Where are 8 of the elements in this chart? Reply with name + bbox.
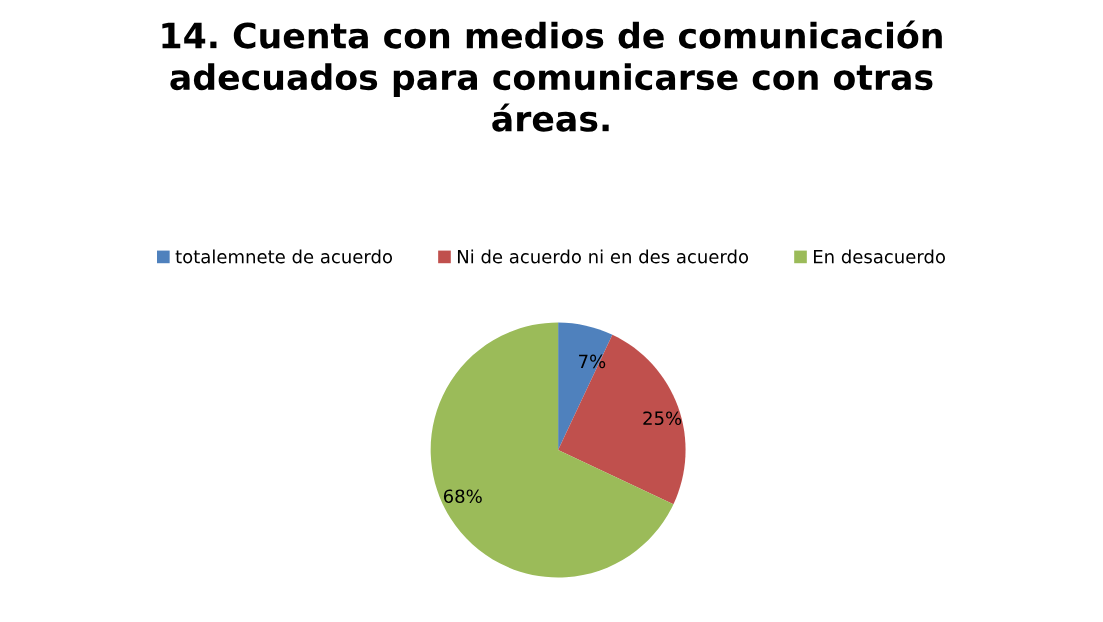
pie-slice — [558, 322, 613, 451]
pie-slice — [558, 334, 686, 505]
data-label: 68% — [443, 489, 482, 504]
legend-label: Ni de acuerdo ni en des acuerdo — [457, 249, 749, 264]
data-label: 25% — [643, 411, 682, 426]
legend-label: En desacuerdo — [814, 249, 945, 264]
chart-title: 14. Cuenta con medios de comunicación adecuados para comunicarse con otras áreas. — [162, 20, 942, 132]
legend-label: totalemnete de acuerdo — [175, 249, 393, 264]
